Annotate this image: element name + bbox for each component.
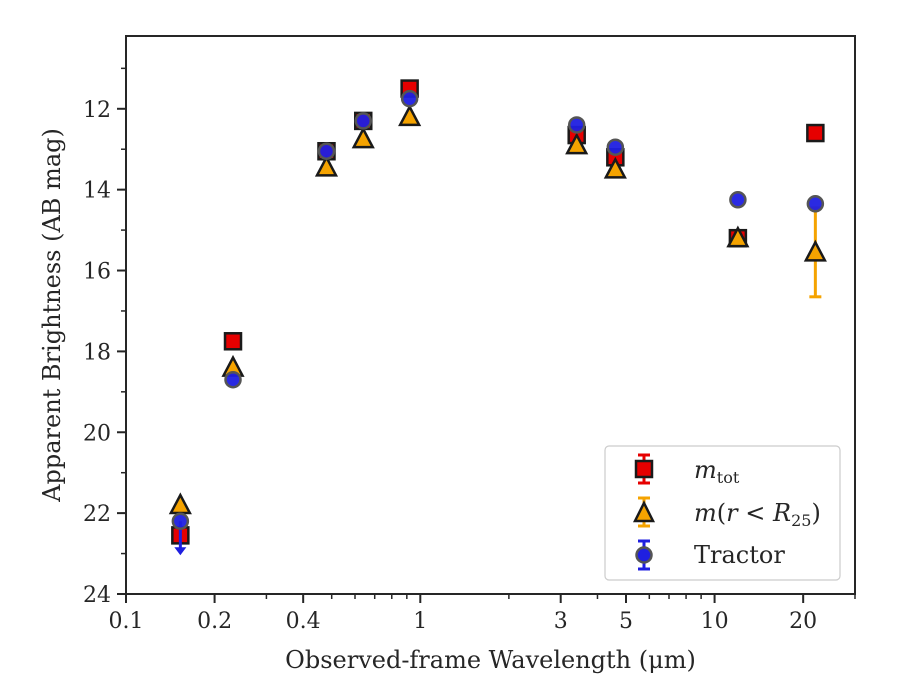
x-tick-label: 0.4 bbox=[286, 609, 321, 634]
y-axis-title: Apparent Brightness (AB mag) bbox=[38, 128, 66, 503]
legend-label-tractor: Tractor bbox=[694, 541, 785, 569]
axis-ticks: 0.1 0.2 0.4 1 3 5 10 20 12 14 16 18 20 22 24 bbox=[83, 67, 856, 634]
legend-handle-mr25 bbox=[632, 496, 656, 528]
legend-label-mtot: mtot bbox=[694, 456, 740, 487]
legend-handle-tractor bbox=[635, 539, 653, 571]
data-point-circle bbox=[224, 370, 242, 389]
x-tick-label: 20 bbox=[789, 609, 817, 634]
x-tick-label: 3 bbox=[554, 609, 568, 634]
y-tick-label: 16 bbox=[83, 260, 111, 285]
x-tick-label: 0.1 bbox=[109, 609, 144, 634]
legend-box bbox=[604, 445, 841, 581]
data-point-triangle bbox=[351, 126, 375, 149]
x-tick-label: 0.2 bbox=[197, 609, 232, 634]
data-point-circle bbox=[400, 89, 419, 108]
legend-label-mr25: m(r < R25) bbox=[694, 499, 821, 530]
data-point-triangle bbox=[803, 239, 827, 262]
x-tick-label: 1 bbox=[413, 609, 427, 634]
data-point-square bbox=[223, 332, 243, 351]
legend-handle-mtot bbox=[634, 453, 654, 485]
data-point-triangle bbox=[398, 104, 422, 127]
plot-frame bbox=[125, 35, 856, 595]
data-point-triangle bbox=[314, 154, 339, 177]
y-tick-label: 12 bbox=[83, 98, 111, 123]
y-tick-label: 18 bbox=[83, 340, 111, 365]
data-point-triangle bbox=[603, 156, 627, 179]
x-tick-label: 5 bbox=[619, 609, 633, 634]
data-point-triangle bbox=[726, 225, 750, 248]
x-axis-title: Observed-frame Wavelength (μm) bbox=[285, 646, 696, 674]
data-point-circle bbox=[567, 116, 586, 134]
data-point-circle bbox=[806, 195, 825, 213]
data-point-circle bbox=[317, 142, 336, 160]
data-point-square bbox=[806, 123, 825, 143]
y-tick-label: 24 bbox=[83, 583, 111, 608]
data-point-circle bbox=[729, 191, 747, 209]
data-point-triangle bbox=[565, 132, 589, 155]
y-tick-label: 20 bbox=[83, 421, 111, 446]
legend: mtot m(r < R25) Tractor bbox=[604, 445, 841, 581]
upper-limit-arrowhead bbox=[174, 547, 187, 556]
data-point-circle bbox=[171, 512, 190, 530]
x-tick-label: 10 bbox=[701, 609, 729, 634]
data-point-circle bbox=[354, 112, 373, 130]
data-point-circle bbox=[606, 138, 625, 156]
data-marks bbox=[168, 79, 827, 556]
y-tick-label: 14 bbox=[83, 179, 111, 204]
series-circle-group bbox=[171, 89, 825, 556]
y-tick-label: 22 bbox=[83, 502, 111, 527]
